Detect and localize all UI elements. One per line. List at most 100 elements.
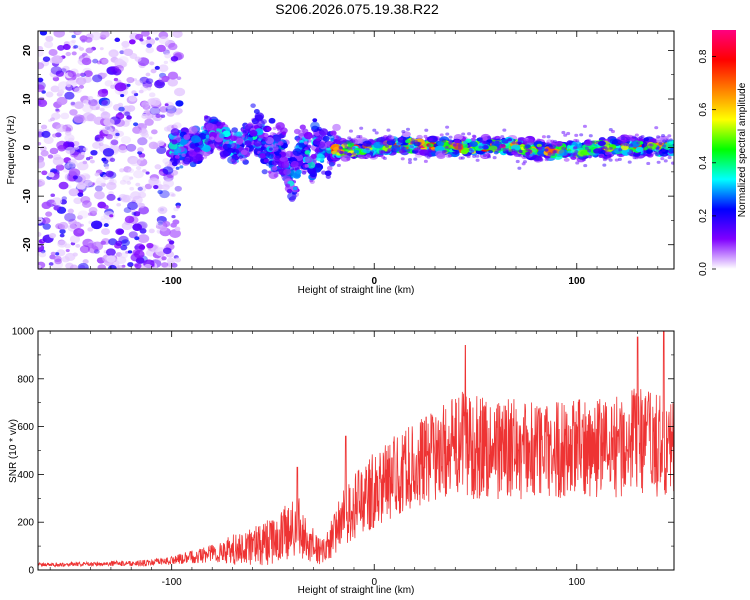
heatmap-cell [55, 108, 61, 113]
heatmap-cell [73, 44, 79, 49]
heatmap-cell [174, 87, 186, 97]
heatmap-cell [466, 154, 471, 159]
heatmap-cell [53, 255, 62, 263]
spectrogram-y-tick-label: 0 [22, 144, 33, 150]
heatmap-cell [329, 162, 335, 167]
heatmap-cell [59, 229, 66, 234]
heatmap-cell [176, 76, 182, 81]
heatmap-cell [147, 98, 157, 105]
heatmap-cell [532, 139, 537, 143]
heatmap-cell [99, 47, 104, 51]
heatmap-cell [274, 155, 280, 161]
heatmap-cell [82, 147, 88, 152]
heatmap-cell [137, 202, 145, 209]
heatmap-cell [38, 231, 42, 237]
heatmap-cell [52, 156, 65, 166]
heatmap-cell [82, 259, 89, 264]
heatmap-cell [110, 139, 119, 146]
heatmap-cell [351, 146, 356, 150]
heatmap-cell [492, 156, 497, 160]
heatmap-cell [127, 201, 139, 211]
heatmap-cell [304, 163, 310, 168]
heatmap-cell [541, 135, 546, 139]
heatmap-cell [69, 109, 78, 116]
heatmap-cell [656, 160, 661, 164]
heatmap-cell [635, 146, 644, 152]
heatmap-cell [344, 140, 349, 144]
heatmap-cell [598, 154, 603, 158]
heatmap-cell [507, 138, 513, 142]
heatmap-cell [38, 99, 48, 107]
heatmap-cell [109, 214, 114, 218]
heatmap-cell [551, 152, 556, 156]
heatmap-cell [556, 143, 561, 147]
heatmap-cell [416, 146, 421, 150]
heatmap-cell [181, 153, 186, 157]
heatmap-cell [62, 65, 70, 72]
heatmap-cell [167, 71, 179, 80]
heatmap-cell [49, 232, 57, 239]
heatmap-cell [405, 127, 410, 131]
heatmap-cell [262, 136, 268, 142]
heatmap-cell [142, 169, 147, 173]
heatmap-cell [75, 73, 81, 77]
heatmap-cell [87, 95, 94, 101]
heatmap-cell [121, 194, 132, 203]
heatmap-cell [307, 161, 316, 169]
heatmap-cell [165, 105, 177, 114]
heatmap-cell [205, 134, 210, 139]
heatmap-cell [146, 242, 154, 249]
heatmap-cell [115, 252, 123, 257]
spectrogram-heatmap [38, 31, 674, 269]
heatmap-cell [454, 139, 461, 144]
heatmap-cell [50, 251, 56, 256]
heatmap-cell [301, 170, 307, 175]
heatmap-cell [250, 103, 256, 108]
heatmap-cell [38, 77, 44, 83]
heatmap-cell [604, 147, 609, 151]
heatmap-cell [639, 137, 644, 142]
heatmap-cell [261, 141, 266, 145]
heatmap-cell [55, 124, 67, 133]
heatmap-cell [261, 119, 267, 125]
heatmap-cell [579, 133, 584, 137]
heatmap-cell [84, 174, 91, 179]
heatmap-cell [104, 80, 113, 87]
heatmap-cell [162, 166, 174, 175]
heatmap-cell [618, 148, 623, 152]
heatmap-cell [358, 145, 363, 149]
heatmap-cell [658, 141, 663, 146]
heatmap-cell [586, 138, 591, 142]
colorbar-gradient [712, 30, 736, 269]
heatmap-cell [218, 133, 225, 139]
heatmap-cell [50, 117, 55, 122]
colorbar-tick-label: 0.2 [698, 209, 709, 223]
heatmap-cell [68, 188, 79, 197]
heatmap-cell [83, 201, 88, 205]
heatmap-cell [141, 101, 150, 108]
colorbar-ticks: 0.0 0.2 0.4 0.6 0.8 [698, 49, 716, 276]
spectrogram-x-axis-label: Height of straight line (km) [298, 285, 415, 296]
heatmap-cell [642, 150, 647, 154]
heatmap-cell [82, 104, 94, 113]
heatmap-cell [171, 193, 176, 197]
heatmap-cell [146, 43, 152, 48]
heatmap-cell [386, 150, 391, 154]
heatmap-cell [126, 83, 131, 87]
heatmap-cell [290, 160, 299, 168]
heatmap-cell [156, 146, 167, 155]
heatmap-cell [413, 147, 418, 152]
heatmap-cell [573, 138, 578, 143]
heatmap-cell [168, 192, 175, 197]
heatmap-cell [179, 138, 188, 146]
heatmap-cell [608, 158, 613, 162]
heatmap-cell [164, 103, 169, 107]
heatmap-cell [87, 212, 93, 216]
heatmap-cell [447, 154, 452, 158]
heatmap-cell [120, 136, 132, 144]
heatmap-cell [84, 36, 93, 43]
heatmap-cell [165, 265, 171, 269]
heatmap-cell [662, 144, 667, 148]
heatmap-cell [174, 185, 182, 192]
heatmap-cell [148, 141, 159, 150]
